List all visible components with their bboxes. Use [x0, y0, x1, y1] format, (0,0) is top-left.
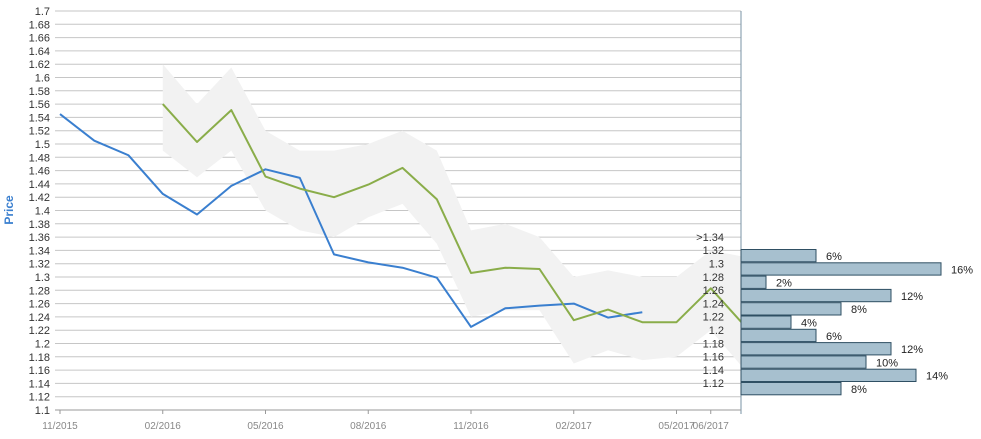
histogram-bin-label: 1.12: [703, 378, 724, 390]
histogram-percent-label: 14%: [926, 371, 948, 383]
y-tick-label: 1.28: [29, 285, 50, 297]
y-tick-label: 1.7: [35, 6, 50, 18]
histogram-bar: [740, 355, 867, 369]
y-tick-label: 1.54: [29, 112, 50, 124]
y-tick-label: 1.3: [35, 272, 50, 284]
histogram-bar: [740, 315, 792, 329]
histogram-bin-label: 1.32: [703, 245, 724, 257]
y-tick-label: 1.58: [29, 86, 50, 98]
y-tick-label: 1.46: [29, 166, 50, 178]
y-tick-label: 1.22: [29, 325, 50, 337]
histogram-bin-label: 1.16: [703, 352, 724, 364]
y-tick-label: 1.64: [29, 46, 50, 58]
histogram-bin-label: 1.24: [703, 298, 724, 310]
x-tick-label: 11/2016: [453, 421, 489, 432]
histogram-percent-label: 12%: [901, 344, 923, 356]
histogram-bar: [740, 249, 817, 263]
y-tick-label: 1.32: [29, 259, 50, 271]
x-tick-label: 08/2016: [350, 421, 387, 432]
histogram-bin-label: 1.26: [703, 285, 724, 297]
histogram-bar: [740, 368, 917, 383]
y-tick-label: 1.48: [29, 152, 50, 164]
histogram-percent-label: 12%: [901, 291, 923, 303]
histogram-percent-label: 4%: [801, 318, 817, 330]
y-tick-label: 1.56: [29, 99, 50, 111]
y-tick-label: 1.6: [35, 73, 50, 85]
y-tick-label: 1.62: [29, 59, 50, 71]
histogram-bar: [740, 342, 892, 356]
y-tick-label: 1.38: [29, 219, 50, 231]
histogram-bar: [740, 262, 942, 276]
x-tick-label: 06/2017: [693, 421, 730, 432]
y-tick-label: 1.18: [29, 352, 50, 364]
histogram-percent-label: 8%: [851, 384, 867, 396]
y-tick-label: 1.24: [29, 312, 50, 324]
y-tick-label: 1.36: [29, 232, 50, 244]
histogram-bar: [740, 328, 817, 343]
actual-price-line: [59, 113, 643, 328]
y-tick-label: 1.4: [35, 206, 50, 218]
histogram-bin-label: 1.18: [703, 338, 724, 350]
series-lines: [59, 103, 746, 328]
y-tick-label: 1.1: [35, 405, 50, 417]
histogram-percent-label: 10%: [876, 357, 898, 369]
y-tick-label: 1.68: [29, 19, 50, 31]
forecast-price-line: [162, 103, 746, 327]
y-tick-label: 1.16: [29, 365, 50, 377]
histogram-bin-label: 1.3: [709, 259, 724, 271]
y-tick-label: 1.42: [29, 192, 50, 204]
y-tick-label: 1.5: [35, 139, 50, 151]
x-tick-labels: 11/2015 02/2016 05/2016 08/2016 11/2016 02/20…: [42, 410, 729, 432]
y-tick-label: 1.2: [35, 339, 50, 351]
x-tick-label: 05/2017: [658, 421, 695, 432]
y-tick-label: 1.44: [29, 179, 50, 191]
histogram-bar: [740, 382, 842, 396]
y-tick-label: 1.34: [29, 245, 50, 257]
y-axis-label: Price: [2, 195, 16, 225]
histogram-bar: [740, 302, 842, 316]
y-tick-labels: 1.11.121.141.161.181.21.221.241.261.281.…: [29, 6, 50, 417]
x-tick-label: 11/2015: [42, 421, 78, 432]
histogram-bin-label: 1.28: [703, 272, 724, 284]
histogram-percent-label: 8%: [851, 304, 867, 316]
histogram-percent-label: 6%: [826, 251, 842, 263]
histogram-percent-label: 2%: [776, 278, 792, 290]
histogram-bar: [740, 288, 892, 303]
distribution-histogram: >1.34 6% 1.32 16% 1.3 2% 1.28 12% 1.26 8% 1.24 4% 1.…: [696, 232, 973, 396]
y-tick-label: 1.12: [29, 392, 50, 404]
histogram-percent-label: 16%: [951, 264, 973, 276]
histogram-percent-label: 6%: [826, 331, 842, 343]
histogram-bin-label: >1.34: [696, 232, 724, 244]
y-tick-label: 1.14: [29, 378, 50, 390]
histogram-bin-label: 1.14: [703, 365, 724, 377]
y-tick-label: 1.52: [29, 126, 50, 138]
y-tick-label: 1.26: [29, 299, 50, 311]
x-tick-label: 02/2016: [145, 421, 182, 432]
x-tick-label: 05/2016: [247, 421, 284, 432]
histogram-bin-label: 1.22: [703, 312, 724, 324]
forecast-band: [162, 64, 746, 371]
y-tick-label: 1.66: [29, 33, 50, 45]
x-tick-label: 02/2017: [556, 421, 593, 432]
forecast-band-area: [162, 64, 746, 371]
histogram-bar: [740, 275, 767, 289]
histogram-bin-label: 1.2: [709, 325, 724, 337]
